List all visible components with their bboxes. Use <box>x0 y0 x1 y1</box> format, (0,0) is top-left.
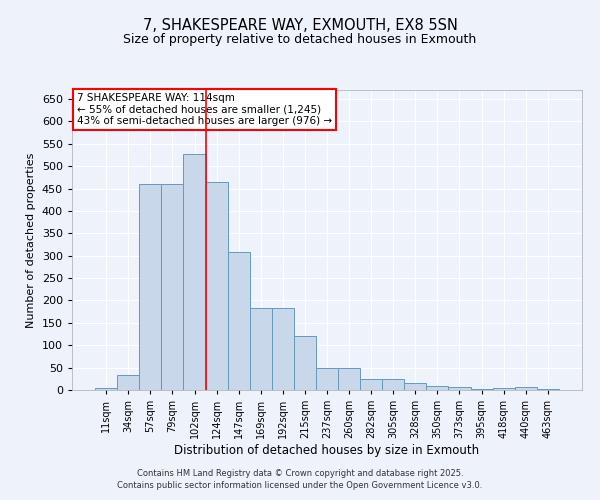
Bar <box>470 388 493 390</box>
X-axis label: Distribution of detached houses by size in Exmouth: Distribution of detached houses by size … <box>175 444 479 457</box>
Bar <box>537 389 559 390</box>
Bar <box>338 368 360 390</box>
Bar <box>404 384 427 390</box>
Bar <box>493 388 515 390</box>
Bar <box>184 154 206 390</box>
Text: Size of property relative to detached houses in Exmouth: Size of property relative to detached ho… <box>124 32 476 46</box>
Bar <box>95 388 117 390</box>
Text: 7 SHAKESPEARE WAY: 114sqm
← 55% of detached houses are smaller (1,245)
43% of se: 7 SHAKESPEARE WAY: 114sqm ← 55% of detac… <box>77 93 332 126</box>
Bar <box>316 368 338 390</box>
Bar <box>139 184 161 390</box>
Bar <box>272 308 294 390</box>
Text: 7, SHAKESPEARE WAY, EXMOUTH, EX8 5SN: 7, SHAKESPEARE WAY, EXMOUTH, EX8 5SN <box>143 18 457 32</box>
Y-axis label: Number of detached properties: Number of detached properties <box>26 152 36 328</box>
Bar <box>294 336 316 390</box>
Bar <box>360 379 382 390</box>
Bar <box>227 252 250 390</box>
Text: Contains public sector information licensed under the Open Government Licence v3: Contains public sector information licen… <box>118 481 482 490</box>
Bar <box>515 387 537 390</box>
Bar <box>448 387 470 390</box>
Bar <box>427 386 448 390</box>
Text: Contains HM Land Registry data © Crown copyright and database right 2025.: Contains HM Land Registry data © Crown c… <box>137 468 463 477</box>
Bar <box>382 379 404 390</box>
Bar <box>206 182 227 390</box>
Bar <box>117 375 139 390</box>
Bar <box>250 308 272 390</box>
Bar <box>161 184 184 390</box>
